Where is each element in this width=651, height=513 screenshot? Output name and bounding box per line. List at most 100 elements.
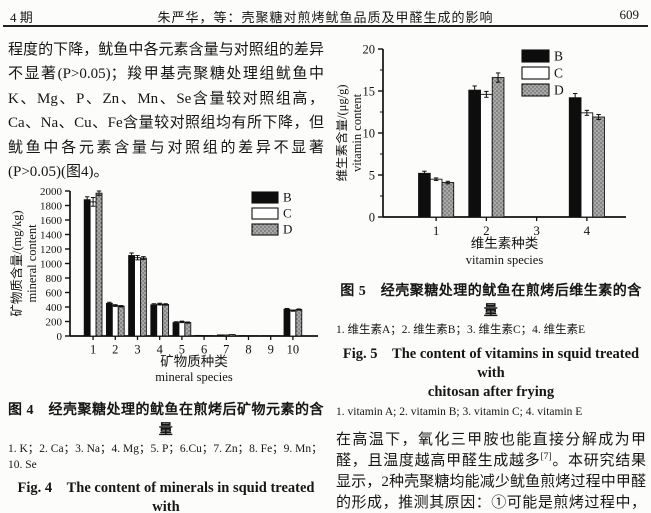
legend-swatch-B xyxy=(251,191,279,204)
x-tick-label: 7 xyxy=(223,343,229,357)
fig4-key-cn: 1. K；2. Ca；3. Na；4. Mg；5. P；6.Cu；7. Zn；8… xyxy=(8,443,323,471)
bar-series-D xyxy=(295,309,303,337)
y-tick-label: 600 xyxy=(46,288,63,300)
y-tick-label: 1000 xyxy=(40,259,63,271)
y-axis-title-cn: 矿物质含量/(mg/kg) xyxy=(9,211,24,317)
legend-label-D: D xyxy=(283,222,292,237)
y-tick-label: 0 xyxy=(369,210,375,224)
y-tick-label: 2000 xyxy=(40,186,63,198)
x-axis-title-cn: 维生素种类 xyxy=(471,236,539,251)
issue-label: 4 期 xyxy=(10,10,33,25)
bar-series-B xyxy=(283,309,291,337)
figure5-vitamins-bar-chart: 0 5 10 15 20 1 2 3 4 BCD 维生素含量/(μg/g) vitamin conte… xyxy=(336,42,626,267)
figure4-minerals-bar-chart: 0 200 400 600 800 1000 1200 1400 1600 1800 2000 1 2 3… xyxy=(9,186,318,384)
y-tick-label: 200 xyxy=(46,317,63,329)
fig5-caption-en-line1: Fig. 5 The content of vitamins in squid … xyxy=(342,345,640,381)
bar-series-D xyxy=(441,182,455,218)
bar-series-C xyxy=(289,310,297,337)
legend-label-B: B xyxy=(283,190,292,205)
bar-series-D xyxy=(140,258,147,337)
bar-series-D xyxy=(228,334,236,337)
bar-series-B xyxy=(468,89,481,218)
bar-series-B xyxy=(568,97,582,218)
running-title: 朱严华，等：壳聚糖对煎烤鱿鱼品质及甲醛生成的影响 xyxy=(157,10,494,25)
reference-7: [7] xyxy=(540,451,552,462)
legend-swatch-B xyxy=(521,49,550,63)
bar-series-B xyxy=(83,199,91,337)
header-rule xyxy=(3,25,648,27)
bar-series-C xyxy=(429,178,443,218)
fig5-caption-cn: 图 5 经壳聚糖处理的鱿鱼在煎烤后维生素的含量 xyxy=(340,284,642,319)
fig4-caption-en: Fig. 4 The content of minerals in squid … xyxy=(8,479,324,513)
y-tick-label: 15 xyxy=(363,84,376,98)
legend-swatch-D xyxy=(251,223,279,236)
fig4-caption-cn: 图 4 经壳聚糖处理的鱿鱼在煎烤后矿物元素的含量 xyxy=(8,403,324,439)
paragraph-formaldehyde-discussion: 在高温下，氧化三甲胺也能直接分解成为甲醛，且温度越高甲醛生成越多[7]。本研究结… xyxy=(336,430,646,513)
legend-swatch-D xyxy=(521,83,550,97)
y-tick-label: 10 xyxy=(363,126,376,140)
y-tick-label: 20 xyxy=(363,42,376,56)
y-axis-title-en: vitamin content xyxy=(350,93,364,172)
y-axis-title-en: mineral content xyxy=(25,224,39,303)
x-tick-label: 4 xyxy=(157,343,164,357)
bar-series-B xyxy=(216,334,224,337)
x-tick-label: 8 xyxy=(245,343,251,357)
bar-series-C xyxy=(134,257,141,337)
bar-series-C xyxy=(156,304,164,337)
y-tick-label: 400 xyxy=(46,302,63,314)
x-tick-label: 5 xyxy=(179,343,185,357)
bar-series-B xyxy=(418,172,431,218)
legend-swatch-C xyxy=(521,66,550,80)
bar-series-D xyxy=(184,322,192,337)
y-tick-label: 1800 xyxy=(40,201,63,213)
legend-label-D: D xyxy=(554,83,564,98)
bar-series-C xyxy=(580,112,594,218)
fig4-caption-en-line1: Fig. 4 The content of minerals in squid … xyxy=(17,480,315,513)
fig5-caption-en: Fig. 5 The content of vitamins in squid … xyxy=(336,345,646,402)
x-axis-title-en: mineral species xyxy=(155,370,233,384)
bar-series-D xyxy=(95,193,103,337)
x-tick-label: 4 xyxy=(584,223,591,238)
bar-series-D xyxy=(592,116,605,218)
bar-series-C xyxy=(480,93,493,218)
bar-series-D xyxy=(162,304,170,337)
x-tick-label: 1 xyxy=(90,343,96,357)
x-tick-label: 10 xyxy=(287,343,300,357)
bar-series-B xyxy=(105,303,113,337)
x-tick-label: 3 xyxy=(533,223,540,238)
legend-label-B: B xyxy=(554,49,563,64)
bar-series-C xyxy=(178,321,186,337)
bar-series-D xyxy=(117,306,125,337)
x-tick-label: 2 xyxy=(483,223,490,238)
right-column: 0 5 10 15 20 1 2 3 4 B C D 维生素含量/(μg/g) vitamin conte… xyxy=(336,40,646,513)
x-tick-label: 9 xyxy=(268,343,274,357)
paragraph-text-before-ref: 在高温下，氧化三甲胺也能直接分解成为甲醛，且温度越高甲醛生成越多 xyxy=(336,432,646,469)
bar-series-B xyxy=(128,255,135,337)
bar-series-D xyxy=(491,77,505,218)
bar-series-B xyxy=(194,335,202,337)
y-tick-label: 1400 xyxy=(40,230,63,242)
fig5-key-cn: 1. 维生素A；2. 维生素B；3. 维生素C；4. 维生素E xyxy=(336,324,586,336)
fig5-key-en: 1. vitamin A; 2. vitamin B; 3. vitamin C… xyxy=(336,405,583,418)
legend-label-C: C xyxy=(554,66,563,81)
bar-series-B xyxy=(172,322,180,337)
x-axis-title-cn: 矿物质种类 xyxy=(160,354,228,369)
legend-label-C: C xyxy=(283,206,292,221)
paragraph-text-after-ref: 。本研究结果显示，2种壳聚糖均能减少鱿鱼煎烤过程中甲醛的形成，推测其原因：①可能… xyxy=(336,452,646,511)
legend-swatch-C xyxy=(251,207,279,220)
page-number: 609 xyxy=(619,7,640,22)
y-tick-label: 5 xyxy=(369,168,375,182)
x-tick-label: 1 xyxy=(433,223,440,238)
y-tick-label: 800 xyxy=(46,273,63,285)
y-tick-label: 0 xyxy=(57,331,63,343)
y-tick-label: 1200 xyxy=(40,244,63,256)
y-tick-label: 1600 xyxy=(40,215,63,227)
fig5-caption-en-line2: chitosan after frying xyxy=(427,383,555,400)
bar-series-C xyxy=(111,305,119,337)
x-tick-label: 3 xyxy=(134,343,140,357)
bar-series-B xyxy=(150,304,158,337)
left-column: 程度的下降，鱿鱼中各元素含量与对照组的差异不显著(P>0.05)；羧甲基壳聚糖处… xyxy=(8,38,324,513)
y-axis-title-cn: 维生素含量/(μg/g) xyxy=(336,85,349,182)
x-axis-title-en: vitamin species xyxy=(466,253,544,267)
